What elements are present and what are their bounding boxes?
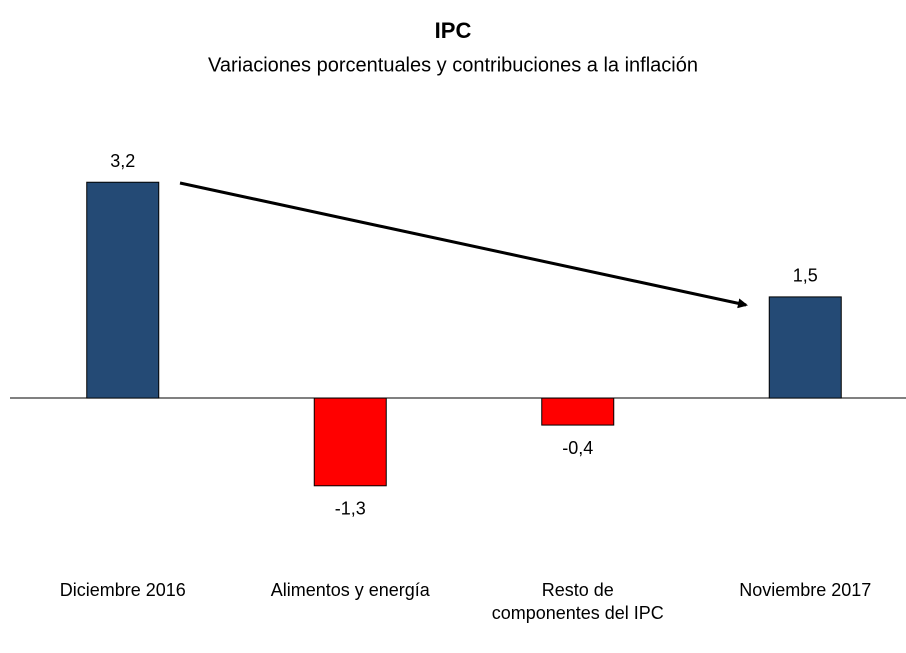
- chart-title: IPC: [435, 18, 472, 43]
- bar: [86, 181, 160, 399]
- bar: [541, 397, 615, 426]
- value-label: -0,4: [562, 438, 593, 458]
- value-label: 3,2: [110, 151, 135, 171]
- bar: [768, 296, 842, 399]
- value-label: 1,5: [793, 266, 818, 286]
- trend-arrow: [179, 181, 748, 309]
- x-tick-label: Noviembre 2017: [739, 580, 872, 600]
- x-tick-label: Resto de componentes del IPC: [491, 580, 664, 623]
- value-label: -1,3: [335, 499, 366, 519]
- chart-subtitle: Variaciones porcentuales y contribucione…: [208, 54, 698, 76]
- bar: [313, 397, 387, 487]
- x-tick-label: Diciembre 2016: [59, 580, 186, 600]
- x-tick-label: Alimentos y energía: [270, 580, 430, 600]
